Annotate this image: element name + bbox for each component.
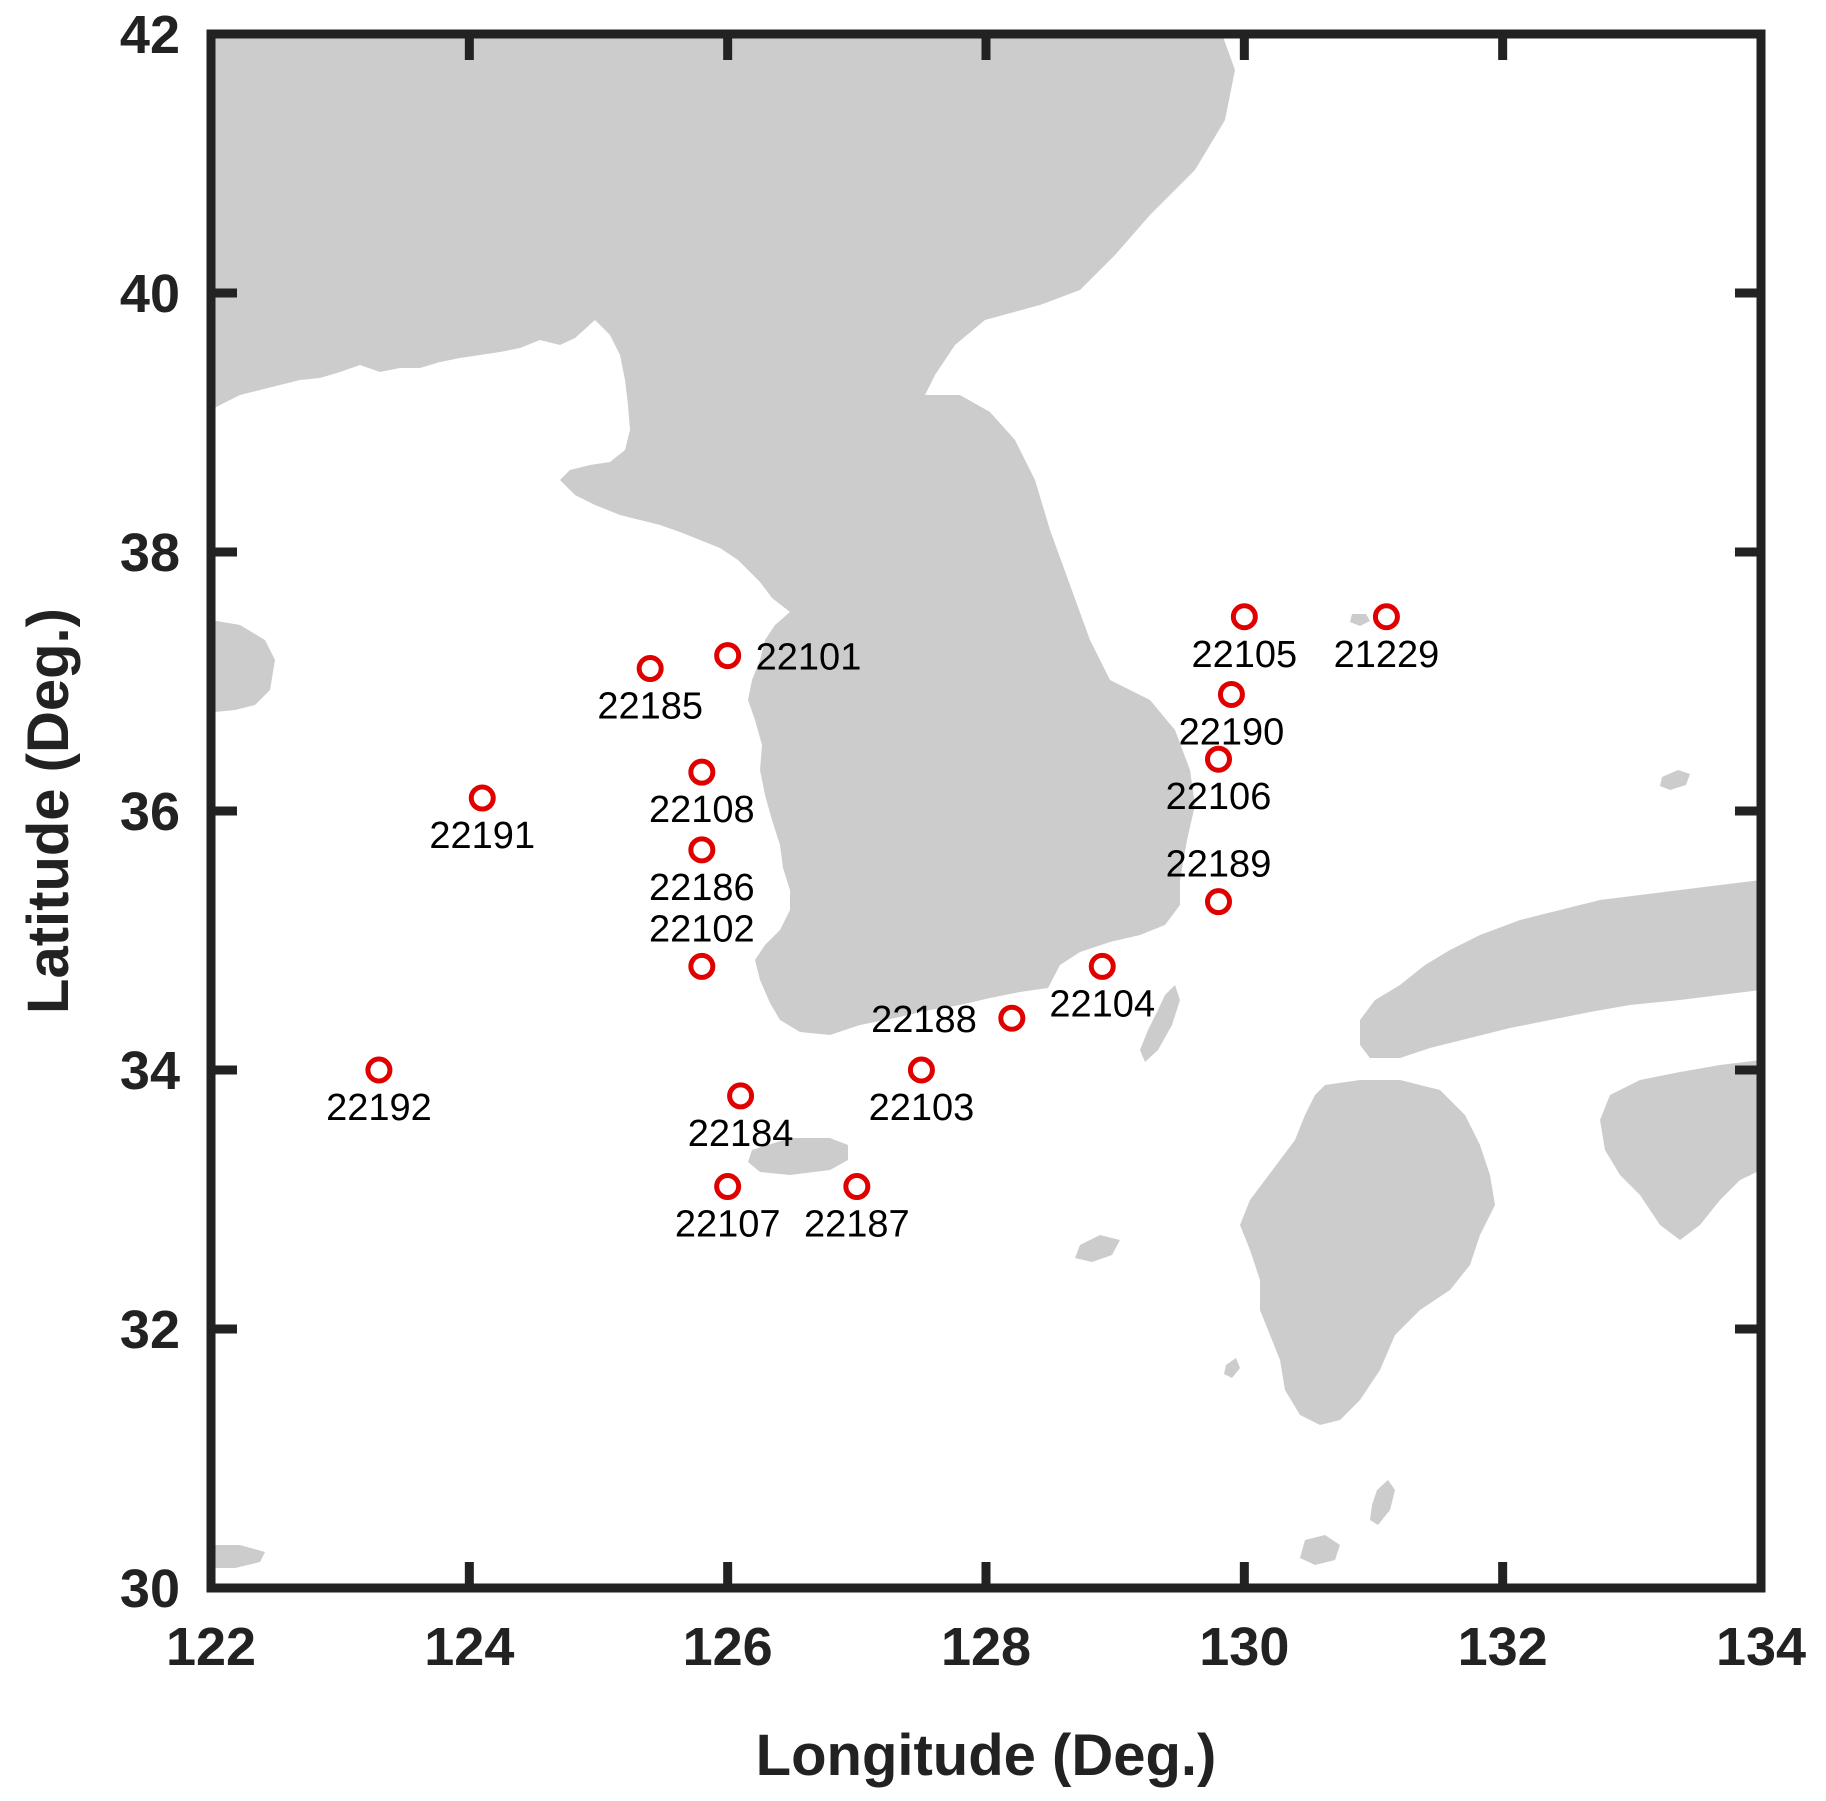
land-honshu [1360, 880, 1761, 1058]
station-marker-22188[interactable] [998, 1004, 1026, 1032]
station-label-22186: 22186 [649, 867, 755, 909]
y-tick-label: 42 [120, 5, 180, 65]
station-marker-22187[interactable] [843, 1173, 871, 1201]
station-label-22190: 22190 [1179, 711, 1285, 753]
station-label-22101: 22101 [756, 637, 862, 679]
x-tick-label: 130 [1199, 1617, 1289, 1677]
station-marker-22184[interactable] [727, 1082, 755, 1110]
station-label-21229: 21229 [1334, 634, 1440, 676]
land-masses [211, 34, 1761, 1568]
station-label-22189: 22189 [1166, 844, 1272, 886]
station-label-22191: 22191 [429, 815, 535, 857]
land-goto-islands [1075, 1235, 1120, 1262]
station-marker-22186[interactable] [688, 836, 716, 864]
station-label-22192: 22192 [326, 1087, 432, 1129]
y-tick-label: 32 [120, 1300, 180, 1360]
station-label-22185: 22185 [597, 686, 703, 728]
station-marker-22105[interactable] [1230, 603, 1258, 631]
station-marker-22191[interactable] [468, 784, 496, 812]
y-tick-label: 30 [120, 1559, 180, 1619]
station-marker-22101[interactable] [714, 642, 742, 670]
y-tick-label: 34 [120, 1041, 180, 1101]
station-label-22187: 22187 [804, 1204, 910, 1246]
land-koshiki-islands [1224, 1358, 1240, 1378]
station-marker-22103[interactable] [907, 1056, 935, 1084]
land-ulleung-island [1350, 614, 1370, 626]
land-china-korea-north [211, 34, 1235, 1035]
land-jeju-island [748, 1138, 848, 1175]
station-label-22105: 22105 [1191, 634, 1297, 676]
y-axis-title: Latitude (Deg.) [16, 608, 81, 1014]
station-marker-22102[interactable] [688, 952, 716, 980]
x-tick-label: 124 [424, 1617, 514, 1677]
x-tick-label: 134 [1716, 1617, 1806, 1677]
land-tsushima [1140, 985, 1180, 1062]
land-shikoku [1600, 1060, 1761, 1240]
plot-frame [206, 29, 1766, 1593]
land-yakushima [1300, 1535, 1340, 1565]
x-axis-title: Longitude (Deg.) [756, 1723, 1217, 1788]
station-marker-22104[interactable] [1088, 952, 1116, 980]
station-label-22107: 22107 [675, 1204, 781, 1246]
station-label-22106: 22106 [1166, 776, 1272, 818]
station-marker-22107[interactable] [714, 1173, 742, 1201]
station-marker-22185[interactable] [636, 655, 664, 683]
station-marker-22108[interactable] [688, 758, 716, 786]
land-southwest-islands [211, 1545, 265, 1568]
station-label-22188: 22188 [871, 999, 977, 1041]
land-china-east [211, 620, 275, 712]
station-marker-21229[interactable] [1372, 603, 1400, 631]
tick-labels: 122 124 126 128 130 132 134 30 32 34 36 38 40 42 [120, 5, 1806, 1677]
land-tanegashima [1370, 1480, 1395, 1525]
y-tick-label: 40 [120, 264, 180, 324]
station-label-22184: 22184 [688, 1113, 794, 1155]
y-tick-label: 38 [120, 523, 180, 583]
land-kyushu [1240, 1080, 1495, 1425]
y-tick-label: 36 [120, 782, 180, 842]
station-marker-22106[interactable] [1205, 745, 1232, 773]
station-marker-22192[interactable] [365, 1056, 393, 1084]
x-tick-label: 132 [1458, 1617, 1548, 1677]
station-label-22103: 22103 [869, 1087, 975, 1129]
x-tick-label: 126 [683, 1617, 773, 1677]
station-marker-22190[interactable] [1217, 680, 1245, 708]
station-label-22104: 22104 [1049, 983, 1155, 1025]
station-label-22108: 22108 [649, 789, 755, 831]
x-tick-label: 122 [166, 1617, 256, 1677]
station-label-22102: 22102 [649, 908, 755, 950]
x-tick-label: 128 [941, 1617, 1031, 1677]
land-oki-islands [1660, 770, 1690, 790]
station-marker-22189[interactable] [1205, 888, 1232, 916]
